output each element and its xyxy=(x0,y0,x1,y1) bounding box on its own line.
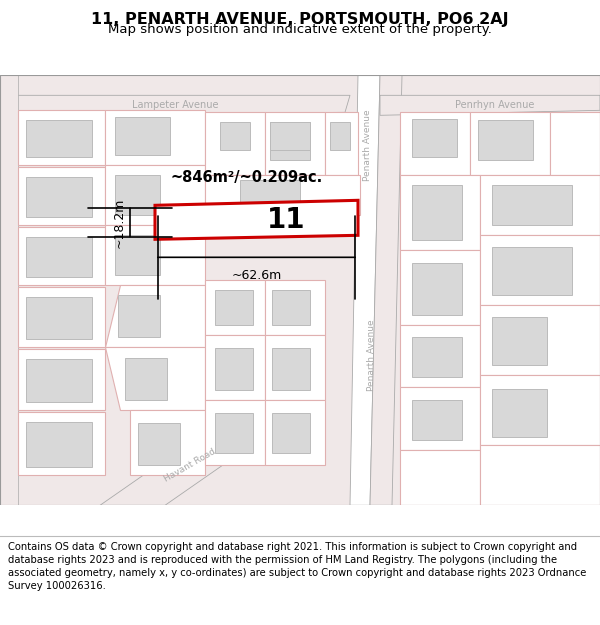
Polygon shape xyxy=(265,400,325,465)
Bar xyxy=(26,120,92,158)
Polygon shape xyxy=(380,95,600,115)
Bar xyxy=(240,180,300,210)
Bar xyxy=(492,248,572,295)
Bar xyxy=(0,75,18,505)
Polygon shape xyxy=(100,425,280,505)
Polygon shape xyxy=(105,348,205,410)
Polygon shape xyxy=(400,175,480,250)
Bar xyxy=(492,389,547,438)
Polygon shape xyxy=(550,112,600,175)
Text: Penarth Avenue: Penarth Avenue xyxy=(364,109,373,181)
Text: ~18.2m: ~18.2m xyxy=(113,197,126,248)
Bar xyxy=(115,235,160,275)
Polygon shape xyxy=(480,175,600,235)
Bar xyxy=(205,175,360,215)
Bar xyxy=(26,422,92,468)
Polygon shape xyxy=(18,349,105,410)
Polygon shape xyxy=(205,400,265,465)
Bar xyxy=(492,318,547,365)
Polygon shape xyxy=(480,375,600,445)
Polygon shape xyxy=(18,110,105,165)
Polygon shape xyxy=(18,288,105,348)
Text: ~62.6m: ~62.6m xyxy=(232,269,281,282)
Bar xyxy=(272,348,310,390)
Polygon shape xyxy=(480,305,600,375)
Polygon shape xyxy=(265,280,325,335)
Bar xyxy=(272,413,310,453)
Text: Map shows position and indicative extent of the property.: Map shows position and indicative extent… xyxy=(108,23,492,36)
Text: Lampeter Avenue: Lampeter Avenue xyxy=(132,100,218,110)
Polygon shape xyxy=(18,168,105,225)
Bar xyxy=(125,358,167,400)
Bar xyxy=(270,122,310,160)
Polygon shape xyxy=(470,112,550,175)
Polygon shape xyxy=(370,75,402,505)
Bar xyxy=(412,263,462,315)
Polygon shape xyxy=(130,410,205,475)
Bar xyxy=(220,122,250,150)
Polygon shape xyxy=(400,388,480,450)
Polygon shape xyxy=(265,335,325,400)
Bar xyxy=(215,290,253,325)
Polygon shape xyxy=(205,280,265,335)
Bar xyxy=(115,118,170,155)
Polygon shape xyxy=(325,112,358,175)
Bar xyxy=(270,122,310,150)
Bar xyxy=(412,185,462,240)
Polygon shape xyxy=(105,110,205,165)
Bar xyxy=(412,338,462,377)
Polygon shape xyxy=(400,112,470,175)
Bar xyxy=(272,290,310,325)
Polygon shape xyxy=(18,228,105,285)
Text: Havant Road: Havant Road xyxy=(163,447,217,484)
Text: 11, PENARTH AVENUE, PORTSMOUTH, PO6 2AJ: 11, PENARTH AVENUE, PORTSMOUTH, PO6 2AJ xyxy=(91,12,509,27)
Bar xyxy=(26,359,92,403)
Polygon shape xyxy=(265,112,325,175)
Polygon shape xyxy=(400,450,480,505)
Text: ~846m²/~0.209ac.: ~846m²/~0.209ac. xyxy=(170,170,323,185)
Text: Contains OS data © Crown copyright and database right 2021. This information is : Contains OS data © Crown copyright and d… xyxy=(8,542,586,591)
Bar xyxy=(215,413,253,453)
Text: 11: 11 xyxy=(267,206,306,234)
Bar xyxy=(138,423,180,465)
Polygon shape xyxy=(155,200,358,239)
Bar xyxy=(115,175,160,215)
Polygon shape xyxy=(205,335,265,400)
Bar xyxy=(26,238,92,278)
Polygon shape xyxy=(0,95,350,115)
Polygon shape xyxy=(480,235,600,305)
Bar xyxy=(330,122,350,150)
Polygon shape xyxy=(400,250,480,325)
Bar xyxy=(118,295,160,338)
Text: Penrhyn Avenue: Penrhyn Avenue xyxy=(455,100,535,110)
Bar xyxy=(492,185,572,225)
Polygon shape xyxy=(350,75,380,505)
Polygon shape xyxy=(105,285,205,348)
Bar xyxy=(412,119,457,158)
Polygon shape xyxy=(480,445,600,505)
Bar xyxy=(26,177,92,217)
Polygon shape xyxy=(400,325,480,388)
Polygon shape xyxy=(105,225,205,285)
Text: Penarth Avenue: Penarth Avenue xyxy=(367,319,377,391)
Bar xyxy=(26,298,92,339)
Polygon shape xyxy=(18,412,105,475)
Bar xyxy=(412,400,462,440)
Bar xyxy=(215,348,253,390)
Bar xyxy=(478,120,533,160)
Polygon shape xyxy=(105,165,205,225)
Polygon shape xyxy=(205,112,265,175)
